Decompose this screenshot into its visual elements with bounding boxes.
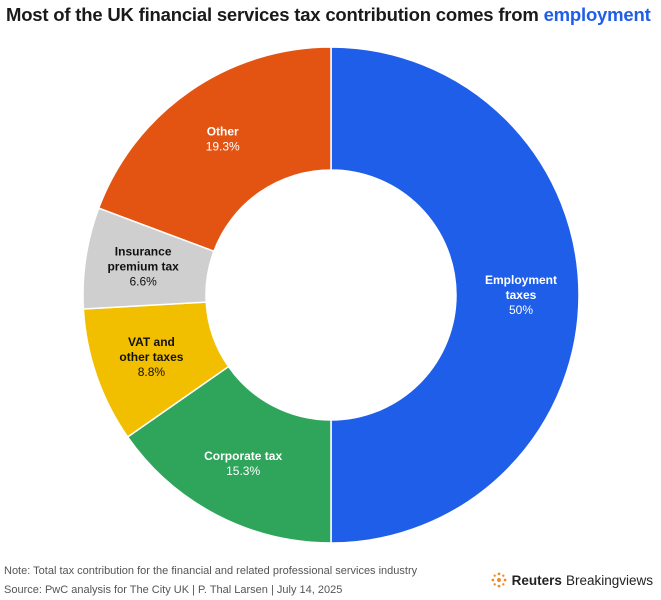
slice-corporate-tax xyxy=(126,365,332,544)
chart-source: Source: PwC analysis for The City UK | P… xyxy=(4,584,343,596)
slice-name-vat-and-other-taxes-1: other taxes xyxy=(119,350,183,364)
chart-note: Note: Total tax contribution for the fin… xyxy=(4,565,418,577)
slice-name-other-0: Other xyxy=(207,124,239,138)
brand-sub: Breakingviews xyxy=(565,572,653,588)
slice-value-employment-taxes: 50% xyxy=(509,303,533,317)
slice-name-vat-and-other-taxes-0: VAT and xyxy=(128,335,175,349)
slice-name-insurance-premium-tax-0: Insurance xyxy=(115,244,172,258)
slice-other xyxy=(97,46,332,253)
chart-title: Most of the UK financial services tax co… xyxy=(6,4,651,26)
slice-name-employment-taxes-1: taxes xyxy=(506,288,537,302)
slice-name-employment-taxes-0: Employment xyxy=(485,273,557,287)
slice-name-insurance-premium-tax-1: premium tax xyxy=(107,259,179,273)
slice-employment-taxes xyxy=(330,46,580,544)
reuters-logo-icon xyxy=(491,572,507,588)
slice-value-insurance-premium-tax: 6.6% xyxy=(129,274,157,288)
chart-title-prefix: Most of the UK financial services tax co… xyxy=(6,4,544,25)
chart-title-highlight: employment xyxy=(543,4,651,25)
slice-name-corporate-tax-0: Corporate tax xyxy=(204,449,282,463)
slice-value-other: 19.3% xyxy=(206,139,240,153)
slice-value-corporate-tax: 15.3% xyxy=(226,464,260,478)
slice-value-vat-and-other-taxes: 8.8% xyxy=(138,365,166,379)
brand-logo: Reuters Breakingviews xyxy=(490,571,653,589)
brand-name: Reuters xyxy=(511,572,562,588)
